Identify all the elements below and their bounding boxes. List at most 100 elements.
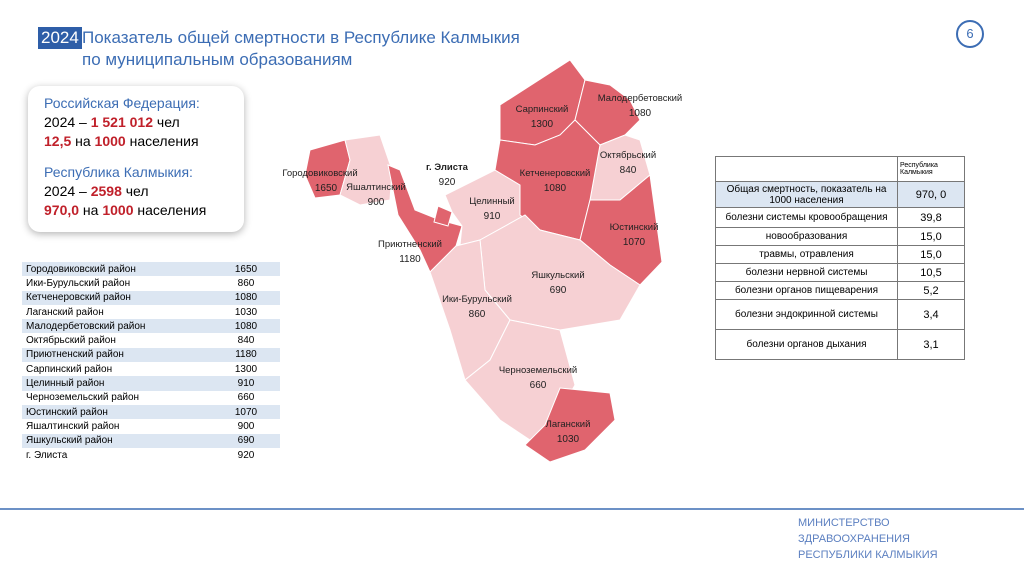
title: по муниципальным образованиям — [82, 50, 353, 69]
region-name: Малодербетовский — [598, 93, 682, 104]
district-name: Целинный район — [26, 378, 105, 390]
info-heading: Российская Федерация: — [44, 95, 200, 111]
footer-text: МИНИСТЕРСТВО — [798, 517, 890, 529]
region-value: 1080 — [629, 108, 652, 119]
region-name: Черноземельский — [499, 365, 577, 376]
year-badge: 2024 — [38, 27, 82, 49]
region-value: 1180 — [399, 254, 421, 265]
title: Показатель общей смертности в Республике… — [82, 28, 520, 47]
info-text: 1000 — [102, 202, 134, 218]
district-name: Кетченеровский район — [26, 292, 131, 304]
district-value: 1030 — [234, 306, 258, 318]
district-value: 690 — [237, 435, 255, 447]
region-name: Кетченеровский — [520, 168, 591, 179]
district-name: Яшкульский район — [26, 435, 113, 447]
district-value: 920 — [237, 449, 255, 461]
region-name: Целинный — [469, 196, 514, 207]
district-value: 900 — [237, 420, 255, 432]
district-name: Лаганский район — [26, 306, 104, 318]
region — [339, 134, 393, 206]
region-name: Сарпинский — [516, 104, 569, 115]
region-value: 660 — [530, 380, 547, 391]
region-name: Яшалтинский — [346, 182, 406, 193]
footer-text: ЗДРАВООХРАНЕНИЯ — [798, 533, 910, 545]
region-name: Лаганский — [546, 419, 591, 430]
district-value: 1070 — [234, 406, 258, 418]
district-name: Яшалтинский район — [26, 420, 120, 432]
district-table: Городовиковский район 1650 Ики-Бурульский … — [22, 262, 280, 462]
table-row: Малодербетовский район 1080 — [22, 319, 280, 334]
regions — [304, 59, 663, 463]
region-value: 860 — [469, 309, 486, 320]
table-row: Яшалтинский район 900 — [22, 419, 280, 433]
info-line: 970,0 на 1000 населения — [44, 201, 244, 220]
region-value: 840 — [620, 165, 637, 176]
region-value: 1080 — [544, 183, 567, 194]
region-name: Городовиковский — [282, 168, 357, 179]
info-heading: Республика Калмыкия: — [44, 164, 193, 180]
info-text: населения — [125, 133, 199, 149]
table-row: новообразования 15,0 — [715, 227, 965, 246]
table-row: Лаганский район 1030 — [22, 305, 280, 319]
district-value: 660 — [237, 392, 255, 404]
district-name: Октябрьский район — [26, 335, 116, 347]
table-row: болезни системы кровообращения 39,8 — [715, 207, 965, 228]
table-row: Сарпинский район 1300 — [22, 362, 280, 376]
district-value: 1080 — [234, 320, 258, 332]
info-box: Российская Федерация: 2024 – 1 521 012 че… — [28, 86, 244, 232]
table-row: Октябрьский район 840 — [22, 333, 280, 347]
info-line: 2024 – 2598 чел — [44, 182, 244, 201]
cause-value: 970, 0 — [897, 181, 965, 208]
region-value: 900 — [368, 197, 385, 208]
cause-value: 15,0 — [897, 245, 965, 264]
district-name: Юстинский район — [26, 406, 108, 418]
region — [387, 164, 463, 273]
table-row: Ики-Бурульский район 860 — [22, 276, 280, 290]
info-text: 1000 — [94, 133, 126, 149]
region-value: 910 — [484, 211, 501, 222]
district-value: 1650 — [234, 263, 258, 275]
table-row: Кетченеровский район 1080 — [22, 290, 280, 305]
cause-value: 5,2 — [897, 281, 965, 300]
region-name: Юстинский — [610, 222, 659, 233]
info-text: 12,5 — [44, 133, 72, 149]
table-row: Приютненский район 1180 — [22, 347, 280, 363]
cause-name: Общая смертность, показатель на 1000 нас… — [715, 181, 898, 208]
district-name: Малодербетовский район — [26, 320, 146, 332]
region-name: Ики-Бурульский — [442, 294, 512, 305]
district-value: 910 — [237, 378, 255, 390]
table-row: болезни органов пищеварения 5,2 — [715, 281, 965, 300]
district-value: 1300 — [234, 363, 258, 375]
table-row: Черноземельский район 660 — [22, 391, 280, 405]
region-name: Октябрьский — [600, 150, 656, 161]
cause-name: болезни органов дыхания — [715, 329, 898, 360]
table-row: болезни органов дыхания 3,1 — [715, 329, 965, 360]
region-name: г. Элиста — [426, 162, 469, 173]
district-name: Черноземельский район — [26, 392, 140, 404]
info-text: 1 521 012 — [90, 114, 154, 130]
table-row: Целинный район 910 — [22, 376, 280, 391]
district-value: 840 — [237, 335, 255, 347]
cause-value: 3,1 — [897, 329, 965, 360]
table-row: Общая смертность, показатель на 1000 нас… — [715, 181, 965, 208]
causes-table: Республика Калмыкия Общая смертность, пок… — [715, 156, 965, 360]
footer-text: РЕСПУБЛИКИ КАЛМЫКИЯ — [798, 549, 938, 561]
info-text: на — [79, 202, 103, 218]
info-text: 2024 – — [44, 114, 91, 130]
district-name: Городовиковский район — [26, 263, 136, 275]
header-cell: Республика Калмыкия — [897, 156, 965, 182]
info-text: населения — [133, 202, 207, 218]
cause-name: болезни эндокринной системы — [715, 299, 898, 330]
district-value: 1180 — [235, 349, 257, 361]
region-value: 1030 — [557, 434, 580, 445]
info-text: 2598 — [90, 183, 122, 199]
region-value: 920 — [439, 177, 456, 188]
region-value: 690 — [550, 285, 567, 296]
region-value: 1300 — [531, 119, 554, 130]
region-value: 1650 — [315, 183, 338, 194]
region-name: Приютненский — [378, 239, 442, 250]
region-value: 1070 — [623, 237, 646, 248]
district-value: 860 — [237, 277, 255, 289]
